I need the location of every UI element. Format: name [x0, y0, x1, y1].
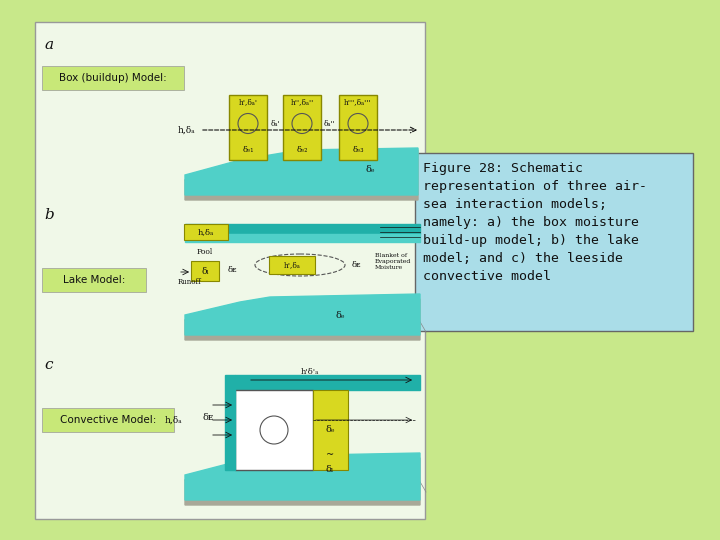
- Text: δₐ': δₐ': [270, 120, 280, 128]
- Text: c: c: [44, 358, 53, 372]
- FancyBboxPatch shape: [235, 390, 313, 470]
- Polygon shape: [235, 375, 420, 390]
- Text: h,δₐ: h,δₐ: [198, 228, 214, 236]
- FancyBboxPatch shape: [229, 95, 267, 160]
- Text: δₑ: δₑ: [325, 426, 335, 435]
- FancyBboxPatch shape: [42, 408, 174, 432]
- FancyBboxPatch shape: [339, 95, 377, 160]
- Polygon shape: [185, 224, 420, 234]
- Text: h',δₐ: h',δₐ: [284, 261, 300, 269]
- FancyBboxPatch shape: [42, 268, 146, 292]
- FancyBboxPatch shape: [415, 153, 693, 331]
- FancyBboxPatch shape: [269, 256, 315, 274]
- Polygon shape: [185, 234, 420, 242]
- Text: Blanket of
Evaporated
Moisture: Blanket of Evaporated Moisture: [375, 253, 411, 271]
- Polygon shape: [185, 458, 420, 505]
- Text: Box (buildup) Model:: Box (buildup) Model:: [59, 73, 167, 83]
- Polygon shape: [185, 299, 420, 340]
- Text: δᴇ: δᴇ: [203, 414, 214, 422]
- Polygon shape: [185, 294, 420, 335]
- Text: Lake Model:: Lake Model:: [63, 275, 125, 285]
- Text: δₑ₂: δₑ₂: [296, 146, 307, 154]
- Polygon shape: [185, 148, 418, 195]
- Text: δₑ: δₑ: [336, 310, 345, 320]
- Text: Pool: Pool: [197, 248, 213, 256]
- Text: δₑ₃: δₑ₃: [352, 146, 364, 154]
- Text: a: a: [44, 38, 53, 52]
- Polygon shape: [185, 453, 420, 500]
- Text: b: b: [44, 208, 54, 222]
- FancyBboxPatch shape: [283, 95, 321, 160]
- Text: δₑ: δₑ: [365, 165, 375, 174]
- FancyBboxPatch shape: [313, 390, 348, 470]
- Text: δₗ: δₗ: [201, 267, 209, 275]
- FancyBboxPatch shape: [184, 224, 228, 240]
- Text: δₗ: δₗ: [326, 465, 334, 475]
- Text: h'δ'ₐ: h'δ'ₐ: [301, 368, 319, 376]
- Text: Runoff: Runoff: [178, 278, 202, 286]
- Text: δᴇ: δᴇ: [351, 261, 361, 269]
- FancyBboxPatch shape: [191, 261, 219, 281]
- Text: δₑ₁: δₑ₁: [242, 146, 253, 154]
- Text: h',δₐ': h',δₐ': [238, 98, 258, 106]
- Text: h,δₐ: h,δₐ: [164, 415, 182, 424]
- Text: δᴇ: δᴇ: [228, 266, 237, 274]
- Polygon shape: [225, 375, 235, 470]
- FancyBboxPatch shape: [35, 22, 425, 519]
- Text: Figure 28: Schematic
representation of three air-
sea interaction models;
namely: Figure 28: Schematic representation of t…: [423, 162, 647, 283]
- Text: h'',δₐ'': h'',δₐ'': [290, 98, 314, 106]
- Text: ~: ~: [326, 450, 334, 460]
- FancyBboxPatch shape: [42, 66, 184, 90]
- Text: δₐ'': δₐ'': [324, 120, 336, 128]
- Text: Convective Model:: Convective Model:: [60, 415, 156, 425]
- Polygon shape: [185, 150, 418, 200]
- Text: h''',δₐ''': h''',δₐ''': [344, 98, 372, 106]
- Text: h,δₐ: h,δₐ: [177, 125, 195, 134]
